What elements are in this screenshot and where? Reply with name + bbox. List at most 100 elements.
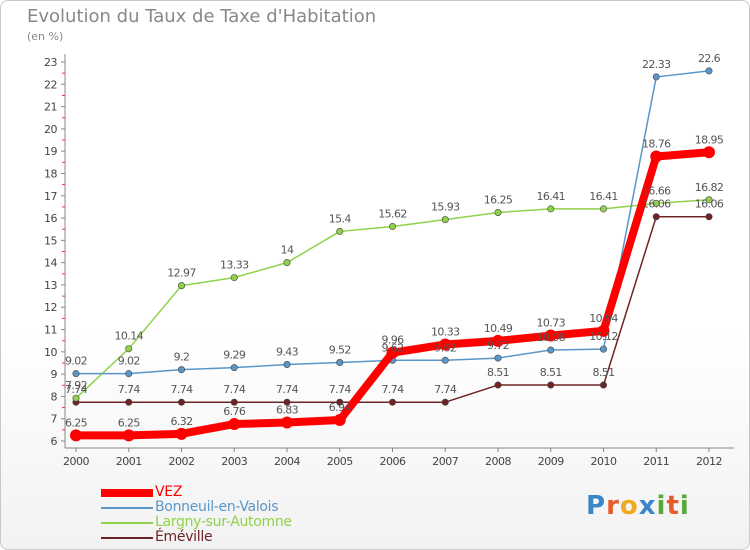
data-point (652, 213, 660, 221)
data-point (336, 398, 344, 406)
data-label: 9.02 (65, 355, 87, 368)
data-point (70, 429, 82, 442)
y-tick-label: 23 (44, 56, 57, 69)
data-point (178, 282, 186, 290)
proxiti-logo: Proxiti (586, 491, 690, 521)
x-tick-label: 2011 (643, 455, 669, 468)
data-label: 8.51 (540, 366, 562, 379)
y-tick-label: 17 (44, 190, 57, 203)
data-point (705, 67, 713, 75)
y-tick-label: 13 (44, 279, 57, 292)
x-tick-label: 2012 (696, 455, 722, 468)
data-label: 16.66 (642, 184, 671, 197)
data-point (650, 150, 663, 163)
logo-letter: P (586, 491, 607, 521)
legend-label: Éméville (155, 529, 213, 545)
data-point (125, 370, 133, 378)
data-point (175, 427, 188, 440)
y-tick-label: 10 (44, 346, 57, 359)
data-label: 15.4 (329, 212, 352, 225)
data-point (494, 354, 502, 362)
data-label: 9.62 (381, 341, 403, 354)
data-point (494, 381, 502, 389)
data-point (336, 227, 344, 235)
data-label: 9.02 (118, 355, 140, 368)
x-tick-label: 2004 (274, 455, 300, 468)
legend-swatch (101, 507, 153, 509)
x-tick-label: 2006 (380, 455, 406, 468)
y-tick-label: 8 (51, 390, 58, 403)
data-label: 8.51 (592, 366, 614, 379)
data-label: 7.74 (65, 383, 88, 396)
data-label: 10.94 (589, 312, 618, 325)
data-point (228, 418, 241, 431)
y-tick-label: 12 (44, 301, 57, 314)
logo-letter: i (656, 491, 667, 521)
data-point (230, 398, 238, 406)
data-label: 7.74 (381, 383, 404, 396)
data-label: 10.08 (537, 331, 566, 344)
data-point (439, 338, 452, 351)
data-label: 16.41 (537, 190, 566, 203)
x-tick-label: 2009 (538, 455, 564, 468)
legend-label: Largny-sur-Automne (155, 514, 292, 530)
data-point (494, 208, 502, 216)
data-point (125, 398, 133, 406)
data-label: 10.49 (484, 322, 513, 335)
data-point (178, 366, 186, 374)
data-point (283, 259, 291, 267)
data-label: 16.82 (695, 181, 724, 194)
data-label: 22.33 (642, 58, 671, 71)
y-tick-label: 14 (44, 257, 57, 270)
data-point (441, 216, 449, 224)
legend-label: VEZ (155, 484, 183, 500)
data-point (283, 361, 291, 369)
data-label: 10.12 (589, 330, 618, 343)
data-point (544, 329, 557, 342)
data-point (333, 414, 346, 427)
data-point (705, 213, 713, 221)
legend-swatch (101, 537, 153, 539)
data-label: 18.95 (695, 133, 724, 146)
data-point (72, 370, 80, 378)
data-point (230, 274, 238, 282)
x-tick-label: 2010 (591, 455, 617, 468)
data-point (441, 398, 449, 406)
logo-letter: o (619, 491, 639, 521)
data-label: 13.33 (220, 259, 249, 272)
data-label: 10.14 (115, 330, 144, 343)
data-label: 15.93 (431, 201, 460, 214)
data-point (492, 334, 504, 347)
data-point (599, 345, 607, 353)
logo-letter: r (606, 491, 620, 521)
y-tick-label: 15 (44, 234, 57, 247)
y-tick-label: 16 (44, 212, 57, 225)
x-tick-label: 2002 (169, 455, 195, 468)
data-label: 9.2 (174, 351, 190, 364)
y-tick-label: 7 (51, 413, 58, 426)
x-tick-label: 2005 (327, 455, 353, 468)
data-label: 9.43 (276, 346, 299, 359)
logo-letter: x (638, 491, 657, 521)
y-tick-label: 22 (44, 78, 57, 91)
x-tick-label: 2008 (485, 455, 511, 468)
y-tick-label: 19 (44, 145, 57, 158)
data-point (652, 73, 660, 81)
data-point (547, 346, 555, 354)
x-tick-label: 2003 (221, 455, 247, 468)
data-point (388, 398, 396, 406)
data-label: 16.41 (589, 190, 618, 203)
y-tick-label: 18 (44, 167, 57, 180)
data-label: 6.32 (170, 415, 192, 428)
data-point (386, 346, 399, 359)
logo-letter: t (666, 491, 680, 521)
y-tick-label: 21 (44, 101, 57, 114)
data-point (283, 398, 291, 406)
data-label: 6.25 (118, 416, 141, 429)
data-label: 10.33 (431, 325, 460, 338)
data-label: 12.97 (167, 267, 196, 280)
data-label: 7.74 (223, 383, 246, 396)
data-point (388, 223, 396, 231)
data-point (281, 416, 293, 429)
